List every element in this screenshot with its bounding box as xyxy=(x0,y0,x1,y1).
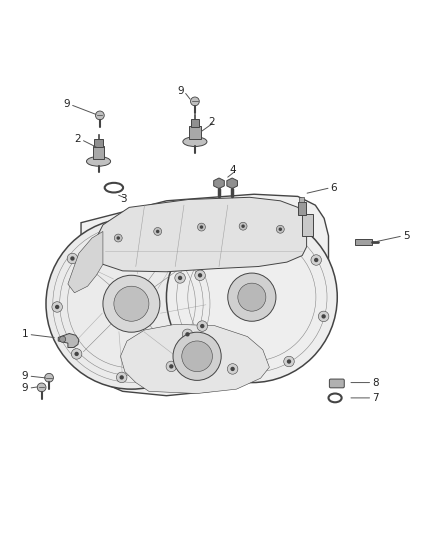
Circle shape xyxy=(95,111,104,120)
Circle shape xyxy=(182,329,193,340)
Circle shape xyxy=(67,253,78,264)
Circle shape xyxy=(178,276,182,280)
Bar xyxy=(299,197,304,201)
Bar xyxy=(302,214,313,236)
Polygon shape xyxy=(214,178,224,189)
Circle shape xyxy=(266,220,276,231)
Circle shape xyxy=(114,234,122,242)
Text: 4: 4 xyxy=(230,165,237,175)
Text: 2: 2 xyxy=(208,117,215,127)
Circle shape xyxy=(284,356,294,367)
Bar xyxy=(94,139,103,147)
Circle shape xyxy=(227,364,238,374)
Circle shape xyxy=(70,256,74,261)
Polygon shape xyxy=(68,231,103,293)
Polygon shape xyxy=(120,324,269,393)
Circle shape xyxy=(45,374,53,382)
Circle shape xyxy=(110,226,120,237)
Circle shape xyxy=(117,372,127,383)
Circle shape xyxy=(228,273,276,321)
Text: 2: 2 xyxy=(74,134,81,144)
Circle shape xyxy=(212,231,217,235)
Circle shape xyxy=(160,232,171,243)
Circle shape xyxy=(238,283,266,311)
Circle shape xyxy=(156,230,159,233)
Circle shape xyxy=(269,223,273,228)
Bar xyxy=(189,126,201,140)
Bar xyxy=(93,146,104,159)
Text: 5: 5 xyxy=(403,231,410,241)
Polygon shape xyxy=(227,178,237,189)
Circle shape xyxy=(166,361,177,372)
Text: 7: 7 xyxy=(372,393,379,403)
Text: 9: 9 xyxy=(22,371,28,381)
Circle shape xyxy=(113,229,117,233)
Circle shape xyxy=(191,97,199,106)
Polygon shape xyxy=(58,334,79,348)
Circle shape xyxy=(209,228,220,238)
Circle shape xyxy=(200,324,205,328)
Text: 1: 1 xyxy=(22,329,28,340)
Circle shape xyxy=(120,375,124,379)
Circle shape xyxy=(182,341,212,372)
Circle shape xyxy=(74,352,79,356)
Circle shape xyxy=(279,228,282,231)
Circle shape xyxy=(173,332,221,381)
Circle shape xyxy=(114,286,149,321)
Circle shape xyxy=(230,367,235,371)
Text: 9: 9 xyxy=(177,86,184,96)
Circle shape xyxy=(166,212,337,383)
Bar xyxy=(355,239,372,246)
Circle shape xyxy=(71,349,82,359)
Bar xyxy=(298,201,306,215)
Ellipse shape xyxy=(183,137,207,147)
Circle shape xyxy=(46,219,217,389)
Circle shape xyxy=(200,225,203,229)
Text: 3: 3 xyxy=(120,193,127,204)
Circle shape xyxy=(321,314,326,319)
FancyBboxPatch shape xyxy=(329,379,344,388)
Circle shape xyxy=(318,311,329,321)
Text: 8: 8 xyxy=(372,377,379,387)
Circle shape xyxy=(198,223,205,231)
Polygon shape xyxy=(65,194,328,395)
Circle shape xyxy=(163,236,168,240)
Circle shape xyxy=(169,364,173,369)
Circle shape xyxy=(197,321,208,332)
Circle shape xyxy=(175,273,185,283)
Circle shape xyxy=(37,383,46,392)
Circle shape xyxy=(311,255,321,265)
Circle shape xyxy=(103,275,160,332)
Ellipse shape xyxy=(86,157,110,166)
Circle shape xyxy=(195,270,205,280)
Circle shape xyxy=(239,222,247,230)
Circle shape xyxy=(314,258,318,262)
Circle shape xyxy=(287,359,291,364)
Circle shape xyxy=(154,228,162,236)
Circle shape xyxy=(241,224,245,228)
Text: 6: 6 xyxy=(331,183,337,192)
Polygon shape xyxy=(96,197,307,272)
Bar xyxy=(191,119,199,127)
Circle shape xyxy=(185,332,190,336)
Text: 9: 9 xyxy=(64,100,70,109)
Circle shape xyxy=(117,236,120,240)
Circle shape xyxy=(52,302,63,312)
Circle shape xyxy=(55,305,60,309)
Circle shape xyxy=(276,225,284,233)
Text: 9: 9 xyxy=(22,383,28,393)
Circle shape xyxy=(60,336,66,342)
Circle shape xyxy=(198,273,202,278)
